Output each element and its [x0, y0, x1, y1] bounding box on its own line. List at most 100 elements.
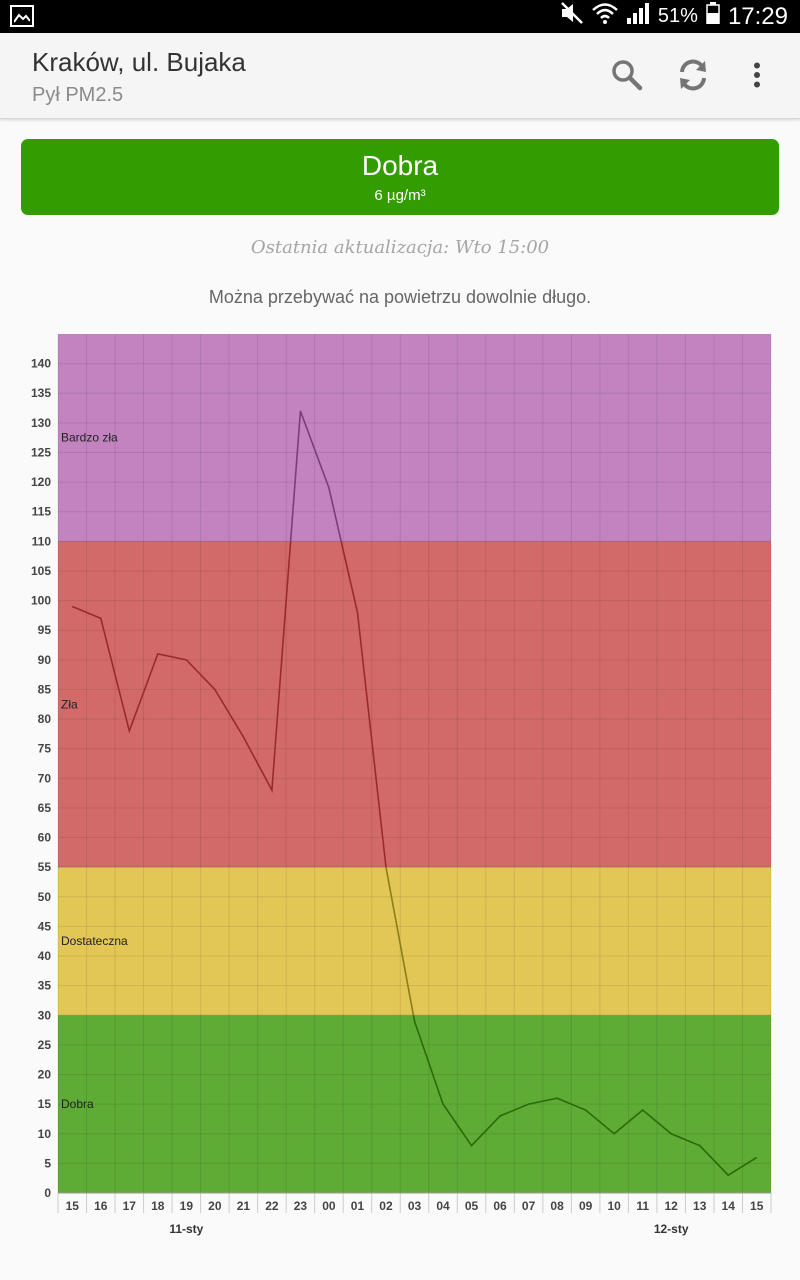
gallery-icon: [10, 5, 34, 27]
x-tick-label: 16: [94, 1199, 108, 1213]
data-point: [471, 1145, 473, 1147]
data-point: [699, 1145, 701, 1147]
y-tick-label: 135: [31, 386, 51, 400]
health-advice: Można przebywać na powietrzu dowolnie dł…: [208, 287, 592, 307]
y-tick-label: 85: [38, 682, 52, 696]
band-label: Bardzo zła: [61, 431, 118, 445]
app-bar: Kraków, ul. Bujaka Pył PM2.5: [0, 33, 800, 119]
y-tick-label: 115: [32, 505, 52, 519]
x-tick-label: 11: [636, 1199, 649, 1213]
data-point: [556, 1097, 558, 1099]
data-point: [328, 487, 330, 489]
x-tick-label: 18: [151, 1199, 165, 1213]
data-point: [71, 606, 73, 608]
data-point: [442, 1103, 444, 1105]
y-tick-label: 45: [38, 919, 52, 933]
x-tick-label: 09: [579, 1199, 593, 1213]
x-tick-label: 12: [665, 1199, 679, 1213]
series-line-segment: [71, 541, 387, 868]
y-tick-label: 75: [38, 742, 52, 756]
data-point: [157, 653, 159, 655]
data-point: [613, 1133, 615, 1135]
y-tick-label: 10: [38, 1127, 52, 1141]
data-point: [100, 617, 102, 619]
y-tick-label: 60: [38, 831, 52, 845]
mute-icon: [560, 2, 584, 31]
battery-icon: [706, 2, 720, 31]
search-icon[interactable]: [607, 55, 647, 95]
data-point: [414, 1020, 416, 1022]
data-point: [185, 659, 187, 661]
clock: 17:29: [727, 2, 788, 30]
band-3: [58, 334, 771, 542]
current-level-banner: Dobra 6 µg/m³: [21, 139, 779, 215]
x-tick-label: 21: [237, 1199, 251, 1213]
y-tick-label: 0: [44, 1186, 51, 1200]
y-tick-label: 105: [31, 564, 51, 578]
data-point: [271, 789, 273, 791]
x-tick-label: 10: [607, 1199, 621, 1213]
y-tick-label: 90: [38, 653, 52, 667]
y-tick-label: 35: [38, 979, 52, 993]
x-tick-label: 04: [436, 1199, 450, 1213]
x-tick-label: 00: [322, 1199, 336, 1213]
x-tick-label: 01: [351, 1199, 365, 1213]
data-point: [214, 688, 216, 690]
data-point: [499, 1115, 501, 1117]
refresh-icon[interactable]: [673, 55, 713, 95]
y-tick-label: 40: [38, 949, 52, 963]
x-tick-label: 15: [66, 1199, 80, 1213]
series-line-segment: [412, 1015, 758, 1177]
data-point: [528, 1103, 530, 1105]
y-tick-label: 70: [38, 771, 52, 785]
x-tick-label: 13: [693, 1199, 707, 1213]
x-tick-label: 15: [750, 1199, 764, 1213]
battery-percent: 51%: [657, 5, 698, 27]
data-point: [642, 1109, 644, 1111]
band-label: Dobra: [61, 1097, 94, 1111]
data-point: [585, 1109, 587, 1111]
date-label: 11-sty: [169, 1222, 203, 1236]
date-label: 12-sty: [654, 1222, 689, 1236]
y-tick-label: 100: [31, 594, 51, 608]
y-tick-label: 55: [38, 860, 52, 874]
y-tick-label: 50: [38, 890, 52, 904]
data-point: [670, 1133, 672, 1135]
data-point: [356, 611, 358, 613]
data-point: [242, 736, 244, 738]
y-tick-label: 80: [38, 712, 52, 726]
x-tick-label: 23: [294, 1199, 308, 1213]
y-tick-label: 130: [31, 416, 51, 430]
x-tick-label: 17: [123, 1199, 137, 1213]
current-level-label: Dobra: [361, 150, 439, 181]
y-tick-label: 30: [38, 1008, 52, 1022]
y-tick-label: 65: [38, 801, 52, 815]
x-tick-label: 08: [550, 1199, 564, 1213]
y-tick-label: 95: [38, 623, 52, 637]
pollutant-subtitle: Pył PM2.5: [32, 84, 124, 106]
data-point: [128, 730, 130, 732]
last-update-text: Ostatnia aktualizacja: Wto 15:00: [250, 237, 550, 258]
band-label: Dostateczna: [61, 934, 128, 948]
data-point: [727, 1174, 729, 1176]
signal-icon: [626, 2, 650, 31]
x-tick-label: 06: [493, 1199, 507, 1213]
current-value: 6 µg/m³: [374, 187, 426, 204]
more-vert-icon[interactable]: [737, 55, 777, 95]
data-point: [385, 866, 387, 868]
y-tick-label: 125: [31, 445, 51, 459]
x-tick-label: 14: [722, 1199, 736, 1213]
y-tick-label: 5: [44, 1156, 51, 1170]
x-tick-label: 19: [180, 1199, 194, 1213]
x-tick-label: 05: [465, 1199, 479, 1213]
band-0: [58, 1015, 771, 1193]
wifi-icon: [592, 2, 618, 31]
x-tick-label: 07: [522, 1199, 536, 1213]
x-tick-label: 03: [408, 1199, 422, 1213]
data-point: [299, 410, 301, 412]
y-tick-label: 20: [38, 1068, 52, 1082]
y-tick-label: 110: [32, 534, 52, 548]
y-tick-label: 25: [38, 1038, 52, 1052]
data-point: [756, 1156, 758, 1158]
